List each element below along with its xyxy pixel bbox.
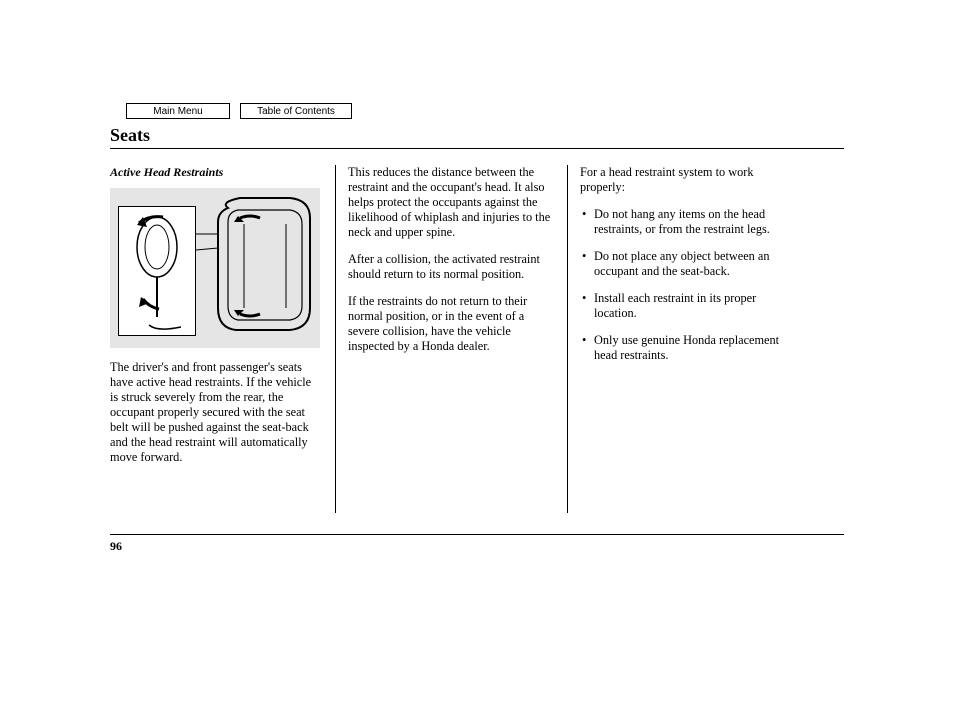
list-item: Do not place any object between an occup…	[580, 249, 785, 279]
column3-intro: For a head restraint system to work prop…	[580, 165, 785, 195]
head-restraint-illustration	[110, 188, 320, 348]
main-menu-button[interactable]: Main Menu	[126, 103, 230, 119]
nav-buttons: Main Menu Table of Contents	[126, 103, 352, 119]
manual-page: Main Menu Table of Contents Seats Active…	[0, 0, 954, 710]
column-1: Active Head Restraints	[110, 165, 335, 513]
list-item: Only use genuine Honda replacement head …	[580, 333, 785, 363]
page-title: Seats	[110, 125, 844, 146]
bullet-list: Do not hang any items on the head restra…	[580, 207, 785, 363]
table-of-contents-button[interactable]: Table of Contents	[240, 103, 352, 119]
column-3: For a head restraint system to work prop…	[574, 165, 799, 513]
column2-p2: After a collision, the activated restrai…	[348, 252, 553, 282]
column2-p3: If the restraints do not return to their…	[348, 294, 553, 354]
page-number: 96	[110, 534, 844, 554]
list-item: Install each restraint in its proper loc…	[580, 291, 785, 321]
column1-paragraph: The driver's and front passenger's seats…	[110, 360, 321, 465]
title-row: Seats	[110, 125, 844, 149]
column-divider-2	[567, 165, 568, 513]
subheading-active-head-restraints: Active Head Restraints	[110, 165, 321, 180]
content-columns: Active Head Restraints	[110, 165, 844, 513]
column-2: This reduces the distance between the re…	[342, 165, 567, 513]
column-divider-1	[335, 165, 336, 513]
column2-p1: This reduces the distance between the re…	[348, 165, 553, 240]
list-item: Do not hang any items on the head restra…	[580, 207, 785, 237]
seat-outline-icon	[110, 188, 320, 348]
